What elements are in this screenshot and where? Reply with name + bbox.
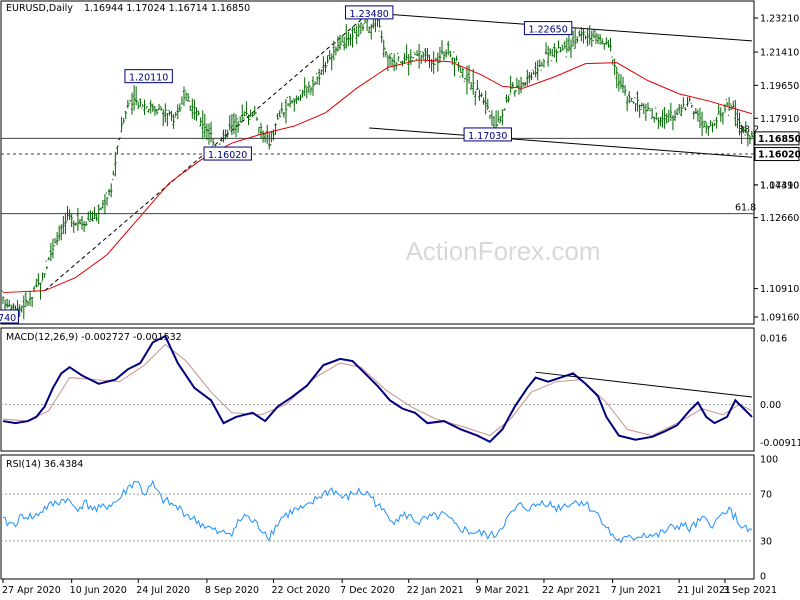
watermark: ActionForex.com bbox=[405, 236, 600, 266]
time-tick-label: 10 Jun 2020 bbox=[70, 585, 127, 596]
rsi-tick-label: 30 bbox=[760, 536, 772, 547]
price-trendline-1 bbox=[369, 127, 753, 158]
time-tick-label: 9 Mar 2021 bbox=[475, 585, 529, 596]
price-tick-label: 1.19650 bbox=[760, 81, 799, 92]
rsi-tick-label: 0 bbox=[760, 572, 766, 583]
ohlc-label: 1.16944 1.17024 1.16714 1.16850 bbox=[84, 3, 250, 14]
macd-tick-label: -0.009116 bbox=[760, 438, 800, 449]
price-label-1: 1.22650 bbox=[523, 21, 573, 36]
fib-label-38-2: 38.2 bbox=[738, 125, 759, 136]
price-label-box bbox=[203, 146, 252, 161]
macd-trendline bbox=[535, 371, 753, 398]
rsi-title: RSI(14) 36.4384 bbox=[6, 459, 83, 470]
price-label-box bbox=[463, 127, 512, 142]
macd-tick-label: 0.016 bbox=[760, 334, 787, 345]
price-panel-frame bbox=[0, 0, 755, 325]
price-label-box bbox=[0, 309, 19, 324]
time-tick-label: 3 Sep 2021 bbox=[723, 585, 777, 596]
time-tick-label: 22 Oct 2020 bbox=[271, 585, 330, 596]
time-tick-label: 22 Apr 2021 bbox=[542, 585, 601, 596]
price-label-text: 740 bbox=[0, 313, 16, 324]
price-tick-label: 1.10910 bbox=[760, 284, 799, 295]
macd-layer bbox=[1, 334, 754, 444]
price-label-2: 1.20110 bbox=[124, 69, 173, 84]
price-tick-label: 1.09160 bbox=[760, 312, 799, 323]
price-highlight-box-1 bbox=[754, 147, 800, 162]
price-label-box bbox=[124, 69, 173, 84]
price-title: EURUSD,Daily 1.16944 1.17024 1.16714 1.1… bbox=[6, 3, 250, 14]
macd-panel-frame bbox=[0, 327, 755, 452]
price-highlight-label-1: 1.16020 bbox=[758, 150, 800, 161]
rsi-tick-label: 70 bbox=[760, 490, 772, 501]
time-tick-label: 7 Dec 2020 bbox=[340, 585, 395, 596]
macd-line bbox=[2, 334, 753, 444]
price-highlight-label-0: 1.16850 bbox=[758, 134, 800, 145]
symbol-label: EURUSD,Daily bbox=[6, 3, 73, 14]
rsi-tick-label: 100 bbox=[760, 455, 778, 466]
price-tick-label: 1.07410 bbox=[760, 180, 799, 191]
price-label-text: 1.16020 bbox=[208, 150, 247, 161]
time-tick-label: 24 Jul 2020 bbox=[136, 585, 190, 596]
macd-tick-label: 0.00 bbox=[760, 400, 781, 411]
rsi-layer bbox=[1, 479, 754, 544]
axis-layer: 1.23210 1.21410 1.19650 1.17910 1.16020 1.143… bbox=[2, 14, 800, 596]
price-tick-label: 1.21410 bbox=[760, 48, 799, 59]
time-tick-label: 21 Jul 2021 bbox=[677, 585, 731, 596]
price-tick-label: 1.14390 bbox=[760, 180, 799, 191]
time-tick-label: 22 Jan 2021 bbox=[407, 585, 464, 596]
price-label-3: 1.16020 bbox=[203, 146, 252, 161]
price-layer: 61.8 38.2 1.23480 1.22650 1.20110 1.16020 1.17… bbox=[0, 5, 759, 324]
price-highlight-box-0 bbox=[754, 131, 800, 146]
price-label-0: 1.23480 bbox=[344, 5, 394, 20]
price-tick-label: 1.23210 bbox=[760, 14, 799, 25]
fib-label-61-8: 61.8 bbox=[735, 203, 756, 214]
price-tick-label: 1.12660 bbox=[760, 213, 799, 224]
price-label-text: 1.17030 bbox=[468, 131, 507, 142]
price-bars bbox=[1, 6, 754, 321]
time-tick-label: 27 Apr 2020 bbox=[2, 585, 61, 596]
price-label-text: 1.20110 bbox=[129, 73, 168, 84]
price-label-text: 1.23480 bbox=[350, 9, 389, 20]
rsi-line bbox=[2, 479, 753, 544]
price-label-text: 1.22650 bbox=[528, 25, 567, 36]
price-label-4: 1.17030 bbox=[463, 127, 512, 142]
time-tick-label: 8 Sep 2020 bbox=[205, 585, 259, 596]
moving-average-line bbox=[2, 59, 753, 294]
price-label-box bbox=[344, 5, 394, 20]
macd-signal-line bbox=[2, 343, 753, 437]
time-tick-label: 7 Jun 2021 bbox=[611, 585, 662, 596]
price-label-box bbox=[523, 21, 573, 36]
rsi-panel-frame bbox=[0, 454, 755, 580]
price-label-5: 740 bbox=[0, 309, 19, 324]
macd-title: MACD(12,26,9) -0.002727 -0.001532 bbox=[6, 332, 182, 343]
price-tick-label: 1.17910 bbox=[760, 114, 799, 125]
